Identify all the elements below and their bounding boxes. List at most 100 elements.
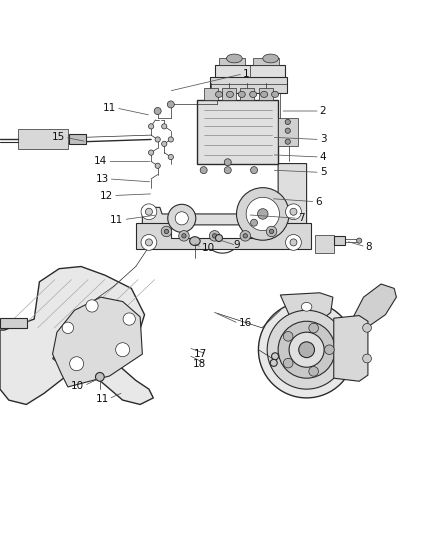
Text: 6: 6	[315, 197, 322, 207]
Text: 9: 9	[233, 240, 240, 251]
Ellipse shape	[182, 233, 186, 238]
Bar	[278, 118, 298, 146]
Ellipse shape	[95, 373, 104, 381]
Bar	[240, 88, 254, 100]
Ellipse shape	[266, 226, 277, 237]
Ellipse shape	[243, 233, 247, 238]
Text: 7: 7	[298, 213, 304, 223]
Ellipse shape	[190, 237, 200, 246]
Ellipse shape	[272, 353, 279, 360]
Ellipse shape	[285, 128, 290, 133]
Ellipse shape	[263, 54, 279, 63]
Ellipse shape	[286, 204, 301, 220]
Ellipse shape	[123, 313, 135, 325]
Bar	[69, 134, 86, 144]
Ellipse shape	[285, 119, 290, 125]
Ellipse shape	[283, 332, 293, 341]
Bar	[197, 100, 278, 164]
Ellipse shape	[145, 239, 152, 246]
Ellipse shape	[86, 300, 98, 312]
Text: 2: 2	[320, 106, 326, 116]
Polygon shape	[210, 77, 287, 93]
Ellipse shape	[285, 139, 290, 144]
Text: 11: 11	[103, 103, 116, 113]
Text: 10: 10	[71, 381, 84, 391]
Ellipse shape	[289, 332, 324, 367]
Text: 4: 4	[320, 152, 326, 162]
Ellipse shape	[162, 141, 167, 147]
Polygon shape	[350, 284, 396, 336]
Ellipse shape	[164, 229, 169, 233]
Ellipse shape	[226, 54, 242, 63]
Ellipse shape	[141, 204, 157, 220]
Bar	[334, 236, 345, 246]
Ellipse shape	[167, 101, 174, 108]
Text: 5: 5	[320, 167, 326, 177]
Ellipse shape	[179, 231, 189, 241]
Ellipse shape	[148, 150, 154, 155]
Ellipse shape	[161, 226, 172, 237]
Text: 18: 18	[193, 359, 206, 369]
Ellipse shape	[258, 302, 355, 398]
Text: 17: 17	[194, 349, 207, 359]
Ellipse shape	[286, 235, 301, 251]
Text: 8: 8	[366, 242, 372, 252]
Ellipse shape	[70, 357, 84, 371]
Ellipse shape	[261, 91, 268, 98]
Polygon shape	[280, 293, 333, 321]
Polygon shape	[53, 297, 142, 387]
Bar	[253, 59, 279, 65]
Ellipse shape	[290, 208, 297, 215]
Text: 11: 11	[95, 394, 109, 404]
Ellipse shape	[325, 345, 334, 354]
Ellipse shape	[212, 233, 217, 238]
Polygon shape	[53, 310, 136, 374]
Ellipse shape	[168, 204, 196, 232]
Ellipse shape	[250, 91, 257, 98]
Ellipse shape	[155, 163, 160, 168]
Ellipse shape	[145, 208, 152, 215]
Ellipse shape	[246, 197, 279, 231]
Ellipse shape	[162, 124, 167, 129]
Ellipse shape	[283, 358, 293, 368]
Ellipse shape	[226, 91, 233, 98]
Ellipse shape	[148, 124, 154, 129]
Ellipse shape	[278, 321, 335, 378]
Ellipse shape	[155, 137, 160, 142]
Ellipse shape	[209, 231, 220, 241]
Ellipse shape	[62, 322, 74, 334]
Text: 11: 11	[110, 215, 124, 224]
Ellipse shape	[309, 323, 318, 333]
Text: 1: 1	[243, 69, 250, 79]
Ellipse shape	[251, 219, 258, 226]
Bar	[0, 318, 27, 328]
Ellipse shape	[224, 167, 231, 174]
Ellipse shape	[215, 91, 223, 98]
Polygon shape	[18, 128, 68, 149]
Polygon shape	[334, 316, 368, 381]
Ellipse shape	[363, 354, 371, 363]
Ellipse shape	[175, 212, 188, 225]
Ellipse shape	[224, 159, 231, 166]
Ellipse shape	[267, 310, 346, 389]
Polygon shape	[136, 223, 311, 249]
Ellipse shape	[237, 188, 289, 240]
Text: 14: 14	[94, 156, 107, 166]
Ellipse shape	[258, 209, 268, 219]
Ellipse shape	[215, 235, 223, 241]
Ellipse shape	[299, 342, 314, 358]
Bar	[219, 59, 245, 65]
Ellipse shape	[357, 238, 362, 243]
Ellipse shape	[168, 155, 173, 159]
Bar	[222, 88, 236, 100]
Ellipse shape	[269, 229, 274, 233]
Ellipse shape	[272, 91, 279, 98]
Text: 15: 15	[52, 132, 65, 142]
Ellipse shape	[200, 167, 207, 174]
Polygon shape	[0, 266, 153, 405]
Ellipse shape	[363, 324, 371, 332]
Polygon shape	[142, 164, 307, 225]
Text: 10: 10	[201, 243, 215, 253]
Text: 12: 12	[100, 190, 113, 200]
Polygon shape	[215, 65, 285, 78]
